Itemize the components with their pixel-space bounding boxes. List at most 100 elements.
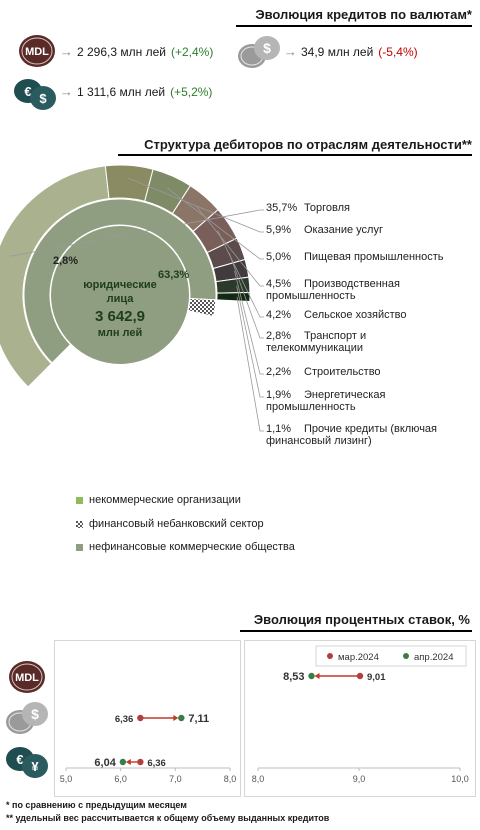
arrow-right-icon: → (60, 44, 73, 59)
legend-item-nonbank: финансовый небанковский сектор (76, 518, 264, 530)
foreign-currency-coins-icon: $ (238, 36, 280, 68)
sunburst-label-8: 1,1% Прочие кредиты (включая финансовый ли… (266, 423, 437, 447)
legend-item-nonprofit: некоммерческие организации (76, 494, 241, 506)
legend-swatch (76, 520, 83, 528)
x-tick-label: 8,0 (224, 774, 237, 784)
mdl-coin-icon: MDL (9, 661, 45, 693)
sunburst-label-text-line2: промышленность (266, 401, 356, 413)
sunburst-label-text: Пищевая промышленность (304, 251, 444, 263)
credit-change: (+5,2%) (170, 84, 213, 99)
value-label-mar: 6,36 (147, 758, 166, 769)
sunburst-label-text-line2: промышленность (266, 290, 356, 302)
x-tick-label: 7,0 (169, 774, 182, 784)
leader-line-6 (234, 270, 264, 375)
credit-value: 1 311,6 млн лей (77, 84, 166, 99)
sunburst-label-pct: 5,9% (266, 224, 292, 236)
legend-marker-apr (403, 653, 409, 659)
value-label-apr: 7,11 (188, 713, 209, 725)
legend-label: некоммерческие организации (89, 494, 241, 506)
sunburst-label-pct: 1,1% (266, 423, 292, 435)
center-label-top: юридические (83, 279, 156, 291)
sunburst-label-1: 5,9% Оказание услуг (266, 224, 383, 236)
x-tick-label: 5,0 (60, 774, 73, 784)
sunburst-label-pct: 1,9% (266, 389, 292, 401)
legend-swatch (76, 496, 83, 504)
sunburst-label-pct: 5,0% (266, 251, 292, 263)
credit-change: (-5,4%) (378, 44, 418, 59)
svg-text:$: $ (31, 706, 39, 722)
rates-chart-foreign: 5,0 6,0 7,0 8,0 6,36 7,11 6,36 6,04 (60, 713, 237, 784)
point-apr (178, 714, 185, 722)
center-label-mid: лица (107, 293, 135, 305)
sunburst-label-text: Прочие кредиты (включая (304, 423, 437, 435)
credits-title-rule (236, 25, 472, 27)
rates-section-title: Эволюция процентных ставок, % (253, 612, 470, 627)
sunburst-label-pct: 4,2% (266, 309, 292, 321)
sunburst-label-text-line2: финансовый лизинг) (266, 435, 372, 447)
inner-ring-segment-1 (187, 297, 217, 318)
arrow-head (314, 673, 320, 679)
sunburst-label-7: 1,9% Энергетическая промышленность (266, 389, 385, 413)
sunburst-center-disc (51, 226, 189, 364)
credit-row-eur-usd: → 1 311,6 млн лей (+5,2%) (58, 84, 212, 99)
center-value: 3 642,9 (95, 308, 145, 325)
sunburst-label-text: Энергетическая (304, 389, 386, 401)
legend-label-apr: апр.2024 (414, 652, 453, 663)
sunburst-label-pct: 2,2% (266, 366, 292, 378)
inner-label-big: 63,3% (158, 269, 189, 281)
x-tick-label: 6,0 (114, 774, 127, 784)
svg-text:MDL: MDL (25, 46, 49, 58)
sunburst-label-text: Торговля (304, 202, 350, 214)
credit-row-foreign: → 34,9 млн лей (-5,4%) (282, 44, 418, 59)
sunburst-label-3: 4,5% Производственная промышленность (266, 278, 400, 302)
arrow-right-icon: → (60, 84, 73, 99)
value-label-mar: 6,36 (115, 714, 134, 725)
point-apr (308, 672, 315, 680)
x-tick-label: 9,0 (353, 774, 366, 784)
legend-label: нефинансовые коммерческие общества (89, 541, 295, 553)
value-label-apr: 6,04 (94, 757, 116, 769)
point-mar (356, 672, 364, 680)
sunburst-chart: 2,8% 63,3% юридические лица 3 642,9 млн … (0, 164, 264, 432)
structure-title-rule (118, 154, 472, 156)
sunburst-label-2: 5,0% Пищевая промышленность (266, 251, 444, 263)
point-apr (119, 758, 127, 766)
sunburst-label-5: 2,8% Транспорт и телекоммуникации (266, 330, 366, 354)
arrow-head (125, 759, 131, 765)
credit-row-mdl: → 2 296,3 млн лей (+2,4%) (58, 44, 213, 59)
point-mar (137, 714, 144, 722)
leader-line-2 (166, 187, 264, 260)
leader-line-8 (236, 296, 264, 432)
point-mar (137, 758, 144, 766)
value-label-apr: 8,53 (283, 671, 304, 683)
credit-value: 34,9 млн лей (301, 44, 374, 59)
sunburst-label-text: Оказание услуг (304, 224, 383, 236)
leader-line-5 (228, 253, 264, 339)
structure-section-title: Структура дебиторов по отраслям деятельн… (144, 137, 472, 152)
legend-item-nonfinancial: нефинансовые коммерческие общества (76, 541, 295, 553)
sunburst-label-text: Транспорт и (304, 330, 367, 342)
foreign-currency-coins-icon: $ (6, 702, 48, 734)
sunburst-label-pct: 4,5% (266, 278, 292, 290)
svg-text:¥: ¥ (31, 759, 39, 774)
value-label-mar: 9,01 (367, 672, 386, 683)
legend-label-mar: мар.2024 (338, 652, 379, 663)
leader-line-0 (9, 209, 264, 257)
credit-change: (+2,4%) (170, 44, 214, 59)
leader-line-1 (128, 177, 264, 233)
rates-chart-mdl: мар.2024 апр.2024 8,0 9,0 10,0 9,01 8,53 (252, 645, 469, 784)
svg-text:€: € (16, 752, 23, 767)
legend-label: финансовый небанковский сектор (89, 518, 264, 530)
sunburst-label-text: Строительство (304, 366, 381, 378)
svg-text:€: € (24, 84, 31, 99)
sunburst-label-4: 4,2% Сельское хозяйство (266, 309, 406, 321)
sunburst-label-0: 35,7% Торговля (266, 202, 350, 214)
credit-value: 2 296,3 млн лей (77, 44, 166, 59)
legend-swatch (76, 543, 83, 551)
sunburst-label-pct: 2,8% (266, 330, 292, 342)
inner-ring-segment-0 (23, 198, 217, 364)
svg-text:$: $ (39, 91, 47, 106)
svg-text:$: $ (263, 40, 271, 56)
euro-dollar-coins-icon: € $ (14, 79, 56, 110)
rates-title-rule (240, 630, 472, 632)
